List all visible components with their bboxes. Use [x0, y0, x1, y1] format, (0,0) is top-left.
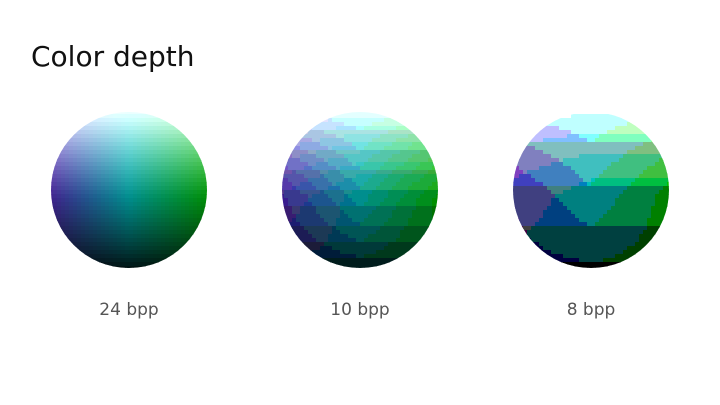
color-sphere-10bpp [280, 110, 440, 270]
color-sphere-10bpp-image [282, 112, 438, 268]
sphere-pixels [513, 112, 669, 268]
sphere-pixels [282, 112, 438, 268]
caption-24bpp: 24 bpp [99, 300, 159, 320]
slide-title: Color depth [31, 40, 195, 73]
caption-10bpp: 10 bpp [330, 300, 390, 320]
color-sphere-24bpp-image [51, 112, 207, 268]
color-sphere-8bpp-image [513, 112, 669, 268]
color-sphere-24bpp [49, 110, 209, 270]
color-sphere-8bpp [511, 110, 671, 270]
caption-8bpp: 8 bpp [566, 300, 616, 320]
sphere-pixels [51, 112, 207, 268]
